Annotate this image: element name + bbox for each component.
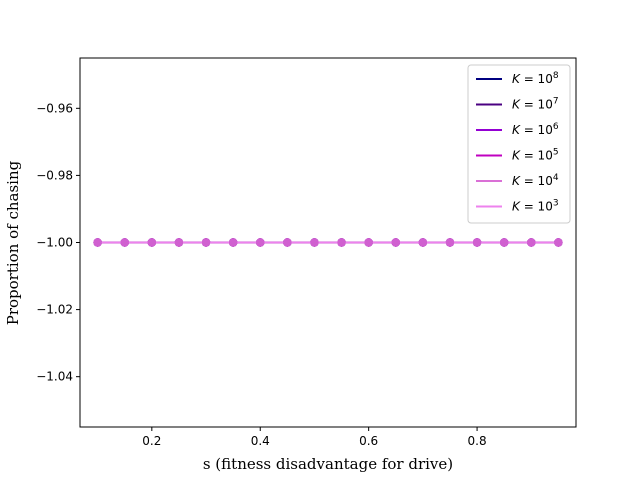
x-tick-label: 0.4 <box>251 434 270 448</box>
legend-label: K = 107 <box>512 97 559 112</box>
data-point <box>554 238 563 247</box>
data-point <box>391 238 400 247</box>
data-point <box>174 238 184 247</box>
data-point <box>418 238 428 247</box>
chart-marks <box>93 238 563 247</box>
x-tick-label: 0.2 <box>142 434 161 448</box>
legend-label: K = 106 <box>512 122 559 137</box>
data-point <box>283 238 292 247</box>
data-point <box>93 238 102 247</box>
data-point <box>499 238 509 247</box>
y-tick-label: −1.02 <box>36 303 73 317</box>
data-point <box>527 238 536 247</box>
x-tick-label: 0.6 <box>359 434 378 448</box>
legend-label: K = 105 <box>512 148 559 163</box>
y-axis-title: Proportion of chasing <box>4 160 22 325</box>
data-point <box>256 238 265 247</box>
x-tick-label: 0.8 <box>468 434 487 448</box>
legend: K = 108 K = 107 K = 106 K = 105 K = 104 K = 1… <box>467 64 571 224</box>
y-tick-label: −1.04 <box>36 370 73 384</box>
legend-label: K = 108 <box>512 71 559 86</box>
y-tick-label: −0.96 <box>36 101 73 115</box>
data-point <box>201 238 211 247</box>
data-point <box>364 238 373 247</box>
data-point <box>472 238 482 247</box>
legend-label: K = 104 <box>512 173 559 188</box>
y-axis-ticks: −0.96 −0.98 −1.00 −1.02 −1.04 <box>36 101 80 384</box>
data-point <box>120 238 129 247</box>
data-point <box>228 238 238 247</box>
x-axis-ticks: 0.2 0.4 0.6 0.8 <box>142 427 487 448</box>
y-tick-label: −1.00 <box>36 236 73 250</box>
legend-label: K = 103 <box>512 199 559 214</box>
y-tick-label: −0.98 <box>36 168 73 182</box>
data-point <box>310 238 319 247</box>
data-point <box>337 238 346 247</box>
data-point <box>147 238 157 247</box>
x-axis-title: s (fitness disadvantage for drive) <box>203 455 453 473</box>
data-point <box>445 238 455 247</box>
